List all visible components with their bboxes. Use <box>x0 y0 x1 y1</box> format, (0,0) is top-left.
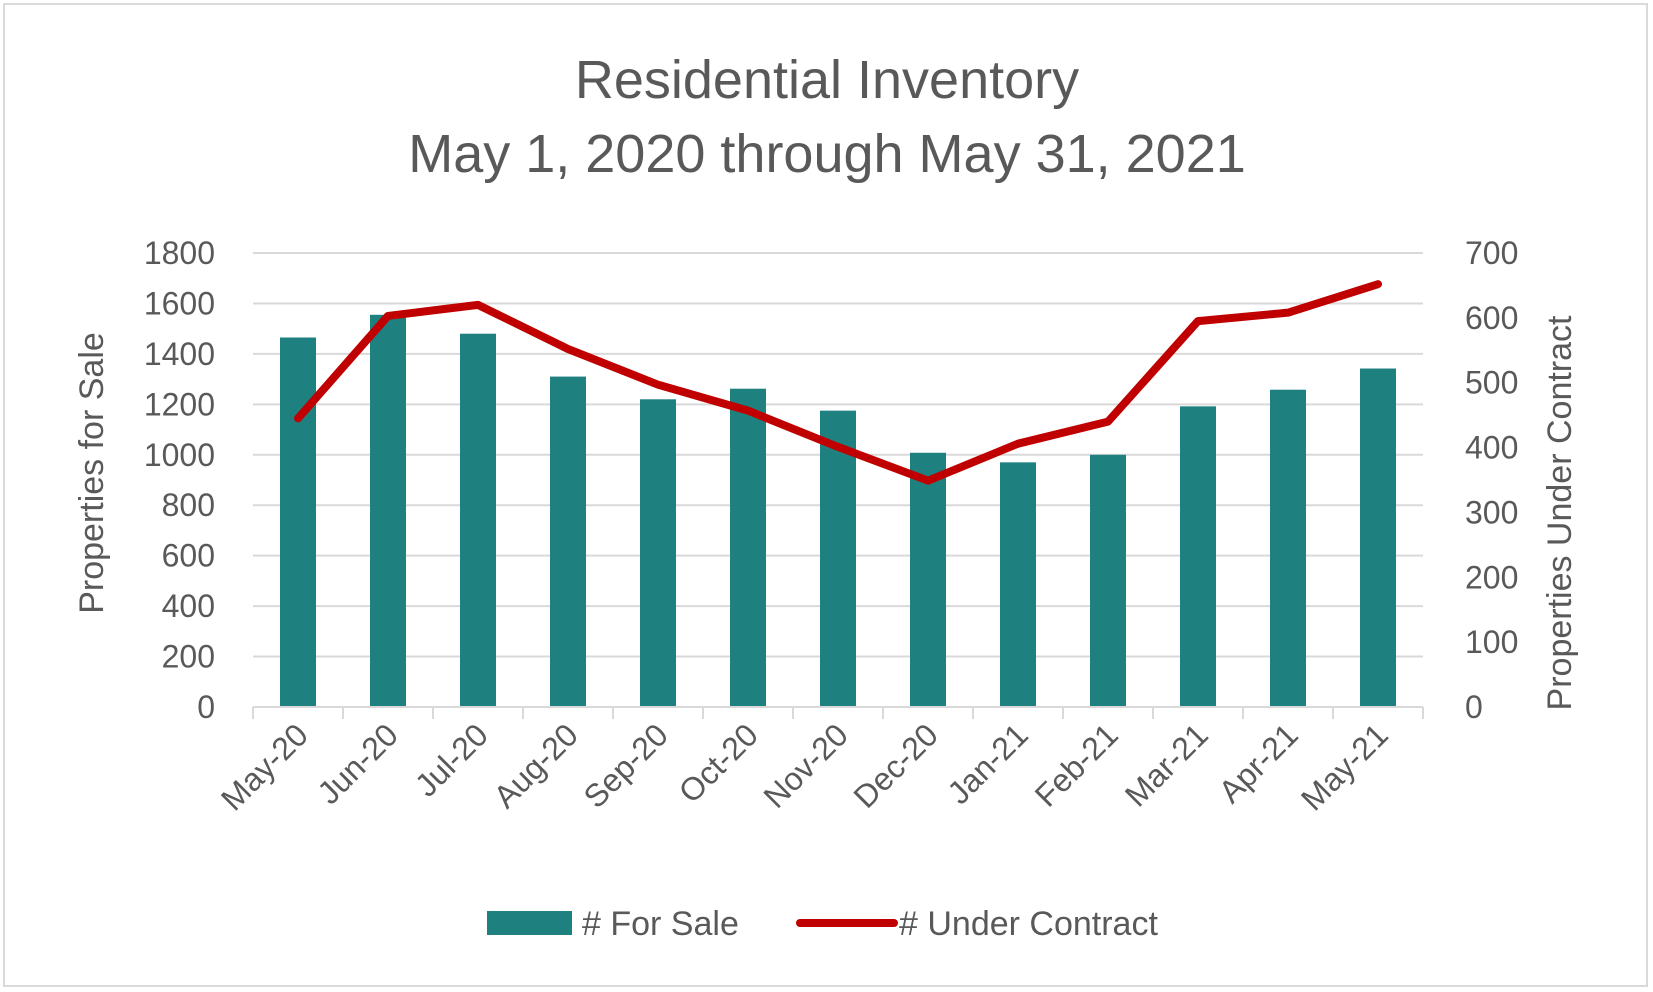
x-tick-label: Sep-20 <box>577 716 675 814</box>
bar-for-sale-May-21 <box>1360 368 1396 707</box>
bar-for-sale-Aug-20 <box>550 376 586 707</box>
y-tick-label: 400 <box>162 588 215 624</box>
legend: # For Sale # Under Contract <box>487 905 1158 943</box>
x-tick-label: May-20 <box>214 716 315 817</box>
y-tick-label: 600 <box>162 538 215 574</box>
y2-tick-label: 400 <box>1465 430 1518 466</box>
y-tick-label: 800 <box>162 487 215 523</box>
y-axis-right-ticks: 0 100 200 300 400 500 600 700 <box>1465 235 1518 725</box>
x-tick-label: Aug-20 <box>487 716 585 814</box>
bar-for-sale-Dec-20 <box>910 452 946 707</box>
x-tick-label: May-21 <box>1294 716 1395 817</box>
x-tick-label: Nov-20 <box>757 716 855 814</box>
y-tick-label: 1000 <box>144 437 215 473</box>
x-tick-label: Jul-20 <box>408 716 495 803</box>
x-tick-label: Oct-20 <box>672 716 765 809</box>
bar-for-sale-Apr-21 <box>1270 389 1306 707</box>
y2-tick-label: 0 <box>1465 689 1483 725</box>
y-axis-left-title: Properties for Sale <box>73 332 111 614</box>
bar-for-sale-Oct-20 <box>730 388 766 707</box>
bar-for-sale-May-20 <box>280 337 316 707</box>
y-tick-label: 200 <box>162 639 215 675</box>
y2-tick-label: 300 <box>1465 494 1518 530</box>
legend-under-contract-label: # Under Contract <box>899 905 1158 943</box>
chart-title-line-2: May 1, 2020 through May 31, 2021 <box>408 124 1246 184</box>
y2-tick-label: 500 <box>1465 365 1518 401</box>
y2-tick-label: 700 <box>1465 235 1518 271</box>
y2-tick-label: 100 <box>1465 624 1518 660</box>
legend-for-sale-label: # For Sale <box>582 905 739 943</box>
chart-title-line-1: Residential Inventory <box>575 50 1079 110</box>
y-tick-label: 0 <box>197 689 215 725</box>
y-tick-label: 1400 <box>144 336 215 372</box>
x-axis <box>252 706 1424 719</box>
bar-for-sale-Jul-20 <box>460 333 496 707</box>
bar-for-sale-Jan-21 <box>1000 462 1036 707</box>
chart-frame: Residential Inventory May 1, 2020 throug… <box>3 3 1648 987</box>
legend-for-sale-swatch <box>487 911 572 935</box>
y2-tick-label: 200 <box>1465 559 1518 595</box>
x-tick-label: Jan-21 <box>940 716 1035 811</box>
y-tick-label: 1600 <box>144 285 215 321</box>
y-tick-label: 1800 <box>144 235 215 271</box>
x-tick-label: Jun-20 <box>310 716 405 811</box>
bar-for-sale-Nov-20 <box>820 410 856 707</box>
bar-for-sale-Feb-21 <box>1090 454 1126 707</box>
x-tick-label: Apr-21 <box>1212 716 1305 809</box>
y-axis-right-title: Properties Under Contract <box>1541 315 1579 711</box>
under-contract-line-layer <box>294 280 1382 485</box>
y2-tick-label: 600 <box>1465 300 1518 336</box>
y-tick-label: 1200 <box>144 386 215 422</box>
bar-for-sale-Sep-20 <box>640 399 676 707</box>
bar-for-sale-Jun-20 <box>370 314 406 707</box>
chart: Residential Inventory May 1, 2020 throug… <box>73 50 1579 943</box>
bar-for-sale-Mar-21 <box>1180 406 1216 707</box>
x-tick-label: Feb-21 <box>1028 716 1125 813</box>
y-axis-left-ticks: 0 200 400 600 800 1000 1200 1400 1600 1800 <box>144 235 215 725</box>
for-sale-bars <box>280 314 1396 707</box>
x-tick-label: Mar-21 <box>1118 716 1215 813</box>
x-tick-label: Dec-20 <box>847 716 945 814</box>
